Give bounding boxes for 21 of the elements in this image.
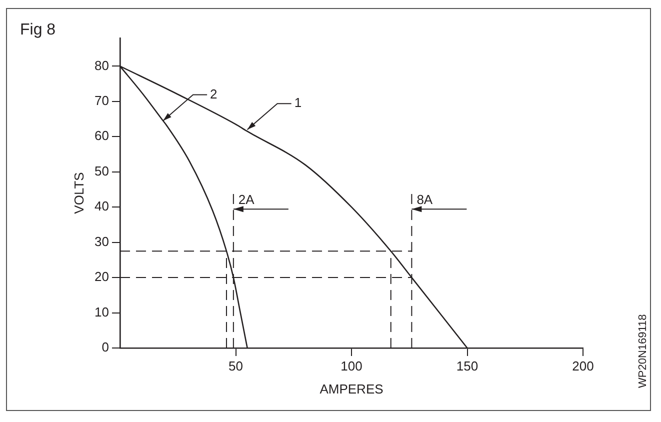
y-tick-label: 50: [94, 163, 109, 178]
y-tick-label: 30: [94, 234, 109, 249]
y-tick-label: 10: [94, 304, 109, 320]
y-tick-label: 70: [94, 92, 109, 108]
x-tick-label: 200: [572, 358, 594, 374]
chart-title: Fig 8: [20, 21, 56, 38]
y-tick-label: 40: [94, 198, 109, 214]
y-tick-label: 60: [94, 128, 109, 144]
annotation: 2: [210, 86, 218, 102]
y-tick-label: 80: [94, 58, 109, 73]
y-tick-label: 0: [102, 340, 109, 355]
annotation: 1: [294, 95, 302, 110]
x-tick-label: 50: [228, 358, 243, 374]
y-axis-title: VOLTS: [72, 172, 87, 214]
x-tick-label: 150: [456, 358, 478, 374]
x-axis-title: AMPERES: [320, 382, 384, 397]
ref-line-label: 8A: [416, 192, 433, 208]
y-tick-label: 20: [94, 269, 109, 284]
x-tick-label: 100: [340, 358, 362, 374]
text: WP20N169118: [637, 314, 650, 388]
ref-line-label: 2A: [238, 192, 255, 208]
